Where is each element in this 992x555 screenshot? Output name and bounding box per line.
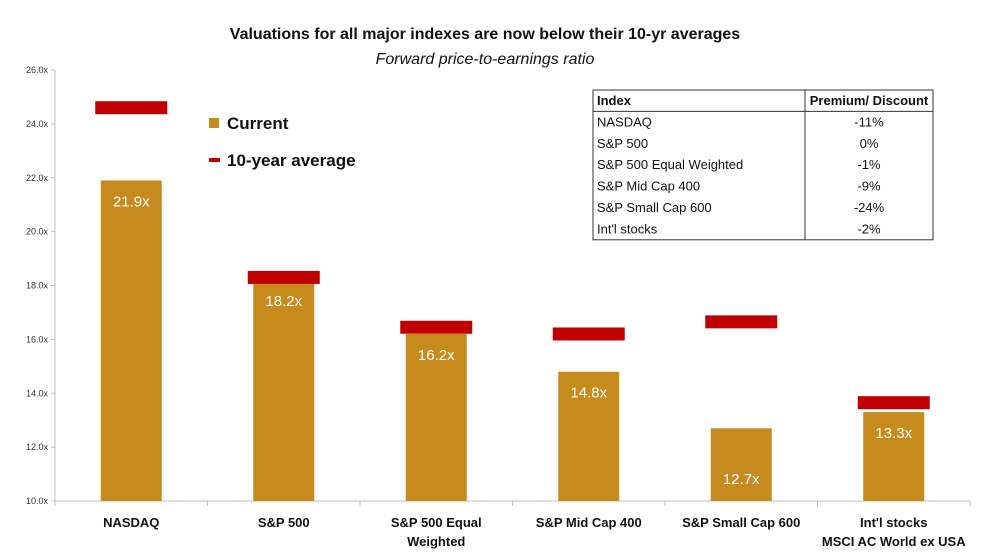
marker-10yr-average xyxy=(552,327,625,341)
x-tick-label: MSCI AC World ex USA xyxy=(822,534,966,549)
data-label: 14.8x xyxy=(570,385,607,402)
bar-current xyxy=(863,412,925,501)
data-label: 16.2x xyxy=(418,347,455,364)
legend-swatch-current xyxy=(209,118,219,128)
table-cell-premium: -9% xyxy=(857,179,881,194)
table-cell-index: S&P 500 Equal Weighted xyxy=(597,157,743,172)
y-tick-label: 24.0x xyxy=(26,119,49,129)
data-label: 21.9x xyxy=(113,193,150,210)
y-tick-label: 22.0x xyxy=(26,173,49,183)
legend-label-average: 10-year average xyxy=(227,151,356,170)
x-tick-label: NASDAQ xyxy=(103,515,159,530)
marker-10yr-average xyxy=(857,396,930,410)
data-label: 13.3x xyxy=(875,425,912,442)
y-tick-label: 18.0x xyxy=(26,281,49,291)
y-tick-label: 20.0x xyxy=(26,227,49,237)
bar-current xyxy=(710,428,772,501)
y-tick-label: 10.0x xyxy=(26,496,49,506)
average-markers xyxy=(95,101,930,410)
y-tick-label: 12.0x xyxy=(26,442,49,452)
marker-10yr-average xyxy=(400,320,473,334)
table-cell-index: S&P 500 xyxy=(597,136,648,151)
table-cell-premium: -1% xyxy=(857,157,881,172)
table-header-index: Index xyxy=(597,93,632,108)
bar-current xyxy=(253,280,315,501)
data-label: 18.2x xyxy=(265,293,302,310)
table-border xyxy=(592,89,934,241)
bar-current xyxy=(100,180,162,501)
table-cell-index: NASDAQ xyxy=(597,114,652,129)
marker-10yr-average xyxy=(95,101,168,115)
table-cell-index: S&P Small Cap 600 xyxy=(597,200,712,215)
legend: Current 10-year average xyxy=(209,114,356,170)
x-tick-label: Weighted xyxy=(407,534,465,549)
bar-current xyxy=(405,333,467,501)
x-tick-label: Int'l stocks xyxy=(860,515,927,530)
table-header-premium: Premium/ Discount xyxy=(810,93,929,108)
table-cell-premium: 0% xyxy=(860,136,879,151)
x-tick-label: S&P Mid Cap 400 xyxy=(536,515,642,530)
data-label: 12.7x xyxy=(723,471,760,488)
premium-discount-table: Index Premium/ Discount NASDAQ -11% S&P 500 0… xyxy=(592,89,934,241)
table-cell-premium: -2% xyxy=(857,221,881,236)
y-tick-label: 16.0x xyxy=(26,334,49,344)
chart-subtitle: Forward price-to-earnings ratio xyxy=(376,51,595,68)
x-tick-label: S&P Small Cap 600 xyxy=(682,515,800,530)
marker-10yr-average xyxy=(705,315,778,329)
y-tick-label: 26.0x xyxy=(26,65,49,75)
legend-swatch-average xyxy=(209,158,220,162)
x-tick-label: S&P 500 Equal xyxy=(391,515,482,530)
y-axis: 10.0x 12.0x 14.0x 16.0x 18.0x 20.0x 22.0x 24.0x… xyxy=(26,65,56,506)
table-cell-index: S&P Mid Cap 400 xyxy=(597,179,700,194)
y-tick-label: 14.0x xyxy=(26,388,49,398)
legend-label-current: Current xyxy=(227,114,289,133)
data-labels: 21.9x 18.2x 16.2x 14.8x 12.7x 13.3x xyxy=(113,193,913,488)
table-cell-premium: -11% xyxy=(854,114,884,129)
marker-10yr-average xyxy=(247,270,320,284)
chart-title: Valuations for all major indexes are now… xyxy=(230,26,741,43)
table-cell-index: Int'l stocks xyxy=(597,221,658,236)
bars xyxy=(100,180,925,501)
x-tick-label: S&P 500 xyxy=(258,515,310,530)
x-axis: NASDAQ S&P 500 S&P 500 Equal Weighted S&P Mi… xyxy=(54,500,971,549)
table-cell-premium: -24% xyxy=(854,200,885,215)
bar-current xyxy=(558,371,620,501)
